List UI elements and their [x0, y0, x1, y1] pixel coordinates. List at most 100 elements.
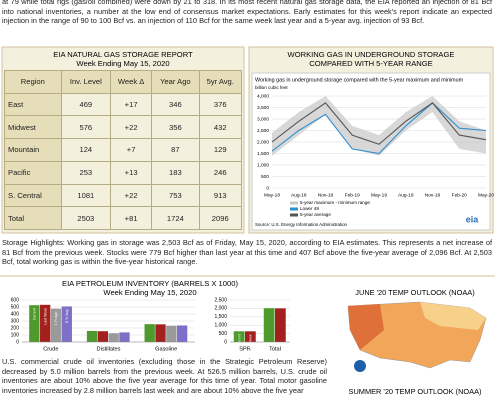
column-header: Inv. Level — [60, 70, 112, 94]
bar-series-label: Last Week — [249, 334, 253, 351]
bar — [29, 305, 40, 342]
value-cell: 246 — [198, 160, 243, 185]
y-tick-label: 3,000 — [257, 116, 269, 122]
chart-subtitle: COMPARED WITH 5-YEAR RANGE — [309, 59, 432, 68]
table-title: EIA NATURAL GAS STORAGE REPORT — [53, 50, 193, 59]
x-tick-label: Feb-19 — [345, 192, 361, 198]
value-cell: 183 — [151, 160, 200, 185]
bar — [50, 308, 62, 342]
value-cell: +7 — [110, 138, 153, 162]
range-band — [272, 96, 486, 156]
bar — [176, 325, 188, 342]
value-cell: 432 — [198, 115, 243, 140]
chart-title: WORKING GAS IN UNDERGROUND STORAGE — [288, 50, 455, 59]
bar — [166, 325, 177, 342]
legend-label: 5-year maximum - minimum range — [300, 200, 370, 205]
x-tick-label: May-20 — [478, 192, 494, 198]
y-tick-label: 2,000 — [214, 306, 227, 312]
table-row: S. Central 1081 +22 753 913 — [4, 183, 243, 208]
legend-label: Lower 48 — [300, 206, 319, 211]
gas-storage-table: Region Inv. Level Week Δ Year Ago 5yr Avg. Ea… — [4, 70, 243, 230]
region-cell: S. Central — [4, 183, 62, 208]
bar — [86, 330, 98, 342]
bar-series-label: 5 Yr Avg — [65, 309, 69, 322]
value-cell: +17 — [110, 92, 153, 117]
chart-title: EIA PETROLEUM INVENTORY (BARRELS X 1000) — [62, 279, 238, 288]
y-tick-label: 0 — [16, 339, 19, 345]
value-cell: +22 — [110, 183, 153, 208]
x-tick-label: SPR — [239, 346, 251, 352]
y-tick-label: 500 — [11, 304, 20, 310]
x-tick-label: Crude — [43, 346, 58, 352]
table-row: Mountain 124 +7 87 129 — [4, 138, 243, 162]
y-tick-label: 1,500 — [257, 151, 269, 157]
storage-highlights: Storage Highlights: Working gas in stora… — [2, 238, 492, 267]
region-cell: Mountain — [4, 138, 62, 162]
region-cell: Total — [4, 206, 62, 230]
column-header: Year Ago — [151, 70, 200, 94]
legend-swatch — [290, 207, 298, 211]
y-tick-label: 2,500 — [257, 128, 269, 134]
x-tick-label: May-18 — [264, 192, 280, 198]
header-row: Region Inv. Level Week Δ Year Ago 5yr Avg. — [4, 70, 243, 94]
x-tick-label: Aug-18 — [291, 192, 307, 198]
series-line — [271, 102, 487, 145]
value-cell: 356 — [151, 115, 200, 140]
bar — [144, 324, 155, 342]
value-cell: 753 — [151, 183, 200, 208]
legend-label: 5-year average — [300, 212, 331, 217]
y-tick-label: 400 — [11, 311, 20, 317]
value-cell: 124 — [60, 138, 112, 162]
inner-title: Working gas in underground storage compa… — [255, 77, 464, 83]
x-tick-label: May-19 — [371, 192, 387, 198]
map-title: JUNE '20 TEMP OUTLOOK (NOAA) — [355, 288, 474, 297]
petroleum-text: U.S. commercial crude oil inventories (e… — [2, 357, 327, 395]
y-tick-label: 1,500 — [214, 314, 227, 320]
table-subtitle: Week Ending May 15, 2020 — [76, 59, 169, 68]
y-tick-label: 500 — [219, 331, 228, 337]
value-cell: 576 — [60, 115, 112, 140]
table-row: Midwest 576 +22 356 432 — [4, 115, 243, 140]
value-cell: 346 — [151, 92, 200, 117]
bar — [108, 333, 119, 342]
y-tick-label: 4,000 — [257, 93, 269, 99]
y-tick-label: 500 — [261, 174, 269, 180]
y-tick-label: 2,500 — [214, 297, 227, 303]
column-header: 5yr Avg. — [198, 70, 243, 94]
bar — [155, 324, 166, 342]
value-cell: 2096 — [198, 206, 243, 230]
table-row: Pacific 253 +13 183 246 — [4, 160, 243, 185]
value-cell: +81 — [110, 206, 153, 230]
y-tick-label: 600 — [11, 297, 20, 303]
bar-series-label: Current — [237, 334, 241, 346]
y-tick-label: 0 — [224, 339, 227, 345]
intro-text: at 79 while total rigs (gas/oil combined… — [2, 0, 492, 26]
y-tick-label: 2,000 — [257, 139, 269, 145]
map-title: SUMMER '20 TEMP OUTLOOK (NOAA) — [349, 387, 482, 396]
source-note: Source: U.S. Energy Information Administ… — [255, 222, 348, 227]
bar-series-label: Current — [33, 308, 37, 320]
value-cell: 913 — [198, 183, 243, 208]
x-tick-label: Distillates — [97, 346, 121, 352]
bar — [119, 332, 130, 342]
bar-series-label: 1 Yr Ago — [54, 312, 58, 326]
value-cell: 469 — [60, 92, 112, 117]
value-cell: 87 — [151, 138, 200, 162]
table-row: East 469 +17 346 376 — [4, 92, 243, 117]
chart-subtitle: Week Ending May 15, 2020 — [103, 288, 196, 297]
table-row: Total 2503 +81 1724 2096 — [4, 206, 243, 230]
x-tick-label: Feb-20 — [452, 192, 468, 198]
bar — [275, 308, 286, 342]
y-tick-label: 300 — [11, 318, 20, 324]
bar — [97, 331, 108, 342]
bar — [61, 306, 72, 342]
column-header: Week Δ — [110, 70, 153, 94]
value-cell: 253 — [60, 160, 112, 185]
bar — [245, 331, 256, 342]
legend-swatch — [290, 213, 298, 217]
y-tick-label: 200 — [11, 325, 20, 331]
y-tick-label: 1,000 — [257, 162, 269, 168]
legend-swatch — [290, 201, 298, 205]
y-tick-label: 1,000 — [214, 323, 227, 329]
value-cell: +13 — [110, 160, 153, 185]
